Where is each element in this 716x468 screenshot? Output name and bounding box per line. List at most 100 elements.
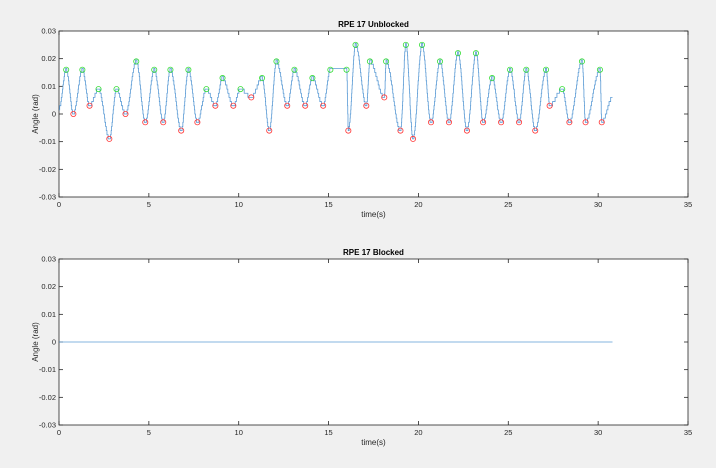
x-tick-label: 30 xyxy=(594,200,602,209)
peak-marker xyxy=(559,86,566,93)
peak-marker xyxy=(79,66,86,73)
x-tick-label: 25 xyxy=(504,428,512,437)
x-tick-label: 15 xyxy=(324,428,332,437)
trough-marker xyxy=(266,127,273,134)
peak-marker xyxy=(273,58,280,65)
peak-marker xyxy=(95,86,102,93)
trough-marker xyxy=(106,135,113,142)
peak-marker xyxy=(419,41,426,48)
peak-marker xyxy=(472,50,479,57)
trough-marker xyxy=(178,127,185,134)
peak-marker xyxy=(113,86,120,93)
x-tick-label: 0 xyxy=(57,428,61,437)
peak-marker xyxy=(63,66,70,73)
peak-marker xyxy=(507,66,514,73)
peak-marker xyxy=(402,41,409,48)
peak-marker xyxy=(151,66,158,73)
y-axis-label: Angle (rad) xyxy=(31,94,40,134)
y-tick-label: 0 xyxy=(52,338,56,347)
trough-marker xyxy=(428,119,435,126)
trough-marker xyxy=(142,119,149,126)
peak-marker xyxy=(185,66,192,73)
y-tick-label: 0.01 xyxy=(41,82,56,91)
peak-marker xyxy=(489,75,496,82)
peak-marker xyxy=(352,41,359,48)
trough-marker xyxy=(410,135,417,142)
trough-marker xyxy=(320,102,327,109)
peak-marker xyxy=(133,58,140,65)
y-tick-label: -0.02 xyxy=(39,393,56,402)
y-tick-label: -0.03 xyxy=(39,421,56,430)
peak-marker xyxy=(454,50,461,57)
peak-marker xyxy=(343,66,350,73)
x-tick-label: 0 xyxy=(57,200,61,209)
trough-marker xyxy=(566,119,573,126)
trough-marker xyxy=(248,94,255,101)
x-tick-label: 15 xyxy=(324,200,332,209)
trough-marker xyxy=(598,119,605,126)
trough-marker xyxy=(532,127,539,134)
peak-marker xyxy=(219,75,226,82)
x-axis-label: time(s) xyxy=(361,210,386,219)
trough-marker xyxy=(582,119,589,126)
trough-marker xyxy=(516,119,523,126)
y-tick-label: -0.02 xyxy=(39,165,56,174)
trough-marker xyxy=(463,127,470,134)
x-tick-label: 30 xyxy=(594,428,602,437)
trough-marker xyxy=(230,102,237,109)
plot-area xyxy=(58,30,689,198)
trough-marker xyxy=(445,119,452,126)
peak-marker xyxy=(523,66,530,73)
peak-marker xyxy=(596,66,603,73)
trough-marker xyxy=(480,119,487,126)
chart-title: RPE 17 Unblocked xyxy=(338,20,409,29)
trough-marker xyxy=(122,111,129,118)
y-tick-label: 0.03 xyxy=(41,27,56,36)
peak-marker xyxy=(167,66,174,73)
trough-marker xyxy=(381,94,388,101)
y-tick-label: 0.03 xyxy=(41,255,56,264)
axes-unblocked: RPE 17 Unblocked 0 5 10 15 20 25 30 35 0.03 0.02 0.… xyxy=(31,20,692,219)
peak-marker xyxy=(436,58,443,65)
y-tick-label: 0.01 xyxy=(41,310,56,319)
trough-marker xyxy=(302,102,309,109)
trough-marker xyxy=(194,119,201,126)
peak-marker xyxy=(543,66,550,73)
trough-marker xyxy=(212,102,219,109)
x-tick-label: 35 xyxy=(684,200,692,209)
trough-marker xyxy=(70,111,77,118)
peak-marker xyxy=(366,58,373,65)
y-tick-label: -0.01 xyxy=(39,137,56,146)
x-tick-label: 20 xyxy=(414,200,422,209)
x-axis-label: time(s) xyxy=(361,438,386,447)
peak-marker xyxy=(203,86,210,93)
trough-marker xyxy=(363,102,370,109)
peak-marker xyxy=(578,58,585,65)
peak-marker xyxy=(383,58,390,65)
x-tick-label: 10 xyxy=(235,428,243,437)
peak-marker xyxy=(327,66,334,73)
peak-marker xyxy=(309,75,316,82)
trough-marker xyxy=(546,102,553,109)
peak-marker xyxy=(291,66,298,73)
x-tick-label: 25 xyxy=(504,200,512,209)
x-tick-label: 5 xyxy=(147,428,151,437)
x-tick-label: 20 xyxy=(414,428,422,437)
trough-marker xyxy=(498,119,505,126)
y-tick-label: -0.03 xyxy=(39,193,56,202)
y-tick-label: 0 xyxy=(52,110,56,119)
trough-marker xyxy=(160,119,167,126)
x-tick-label: 5 xyxy=(147,200,151,209)
peak-marker xyxy=(237,86,244,93)
trough-marker xyxy=(397,127,404,134)
y-tick-label: -0.01 xyxy=(39,365,56,374)
y-tick-label: 0.02 xyxy=(41,282,56,291)
trough-marker xyxy=(284,102,291,109)
axes-blocked: RPE 17 Blocked 0 5 10 15 20 25 30 35 0.03 0.02 0.01… xyxy=(31,248,692,447)
x-tick-label: 35 xyxy=(684,428,692,437)
x-tick-label: 10 xyxy=(235,200,243,209)
trough-marker xyxy=(86,102,93,109)
trough-marker xyxy=(345,127,352,134)
y-tick-label: 0.02 xyxy=(41,54,56,63)
